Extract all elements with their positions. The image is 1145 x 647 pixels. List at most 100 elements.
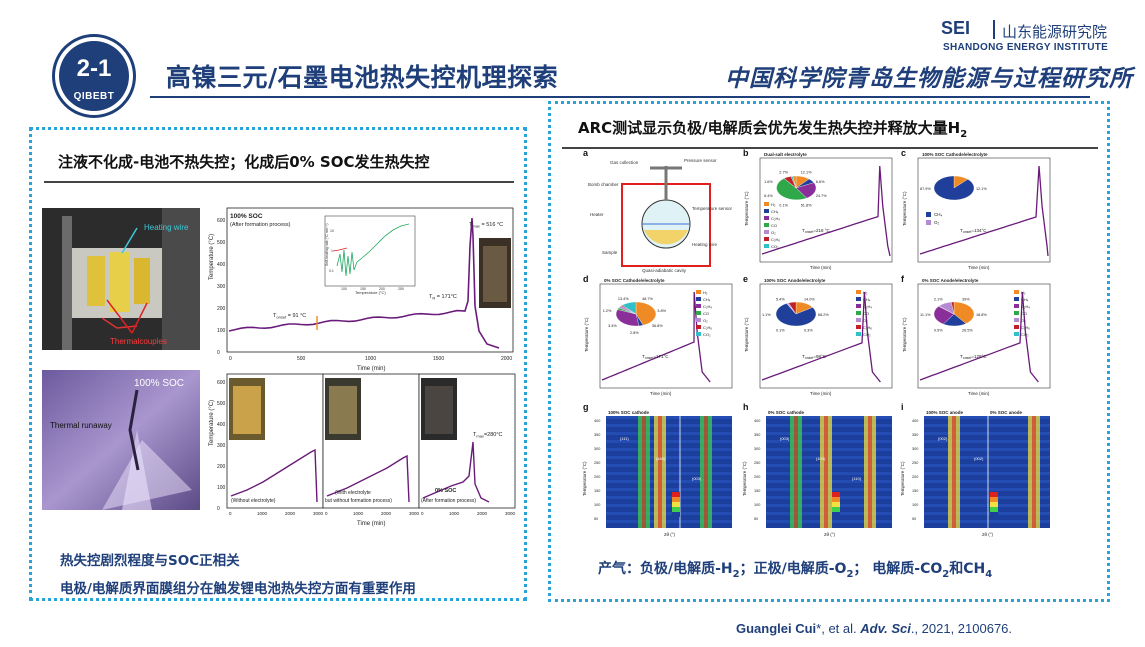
inset-ytick-1: 1 [331,249,333,253]
heatmap-g-ytick: 250 [594,461,600,465]
heatmap-g-colorbar [672,492,680,497]
legend-swatch-b [764,209,769,213]
panel-b-curve [761,165,891,257]
panel-f-frame [917,283,1051,389]
heatmap-i-ytick: 100 [912,503,918,507]
bottom-xtick: 2000 [381,511,392,516]
label-without-formation: but without formation process) [325,498,392,504]
heatmap-g-stripe [606,480,732,483]
pie-pct-d: 13.4% [618,297,629,301]
heatmap-g-peak: (111) [620,436,629,441]
heatmap-i-core [1032,416,1036,528]
cas-calligraphy: 中国科学院青岛生物能源与过程研究所 [725,65,1133,92]
heatmap-g-stripe [606,520,732,523]
heatmap-i-ytick: 300 [912,447,918,451]
heatmap-i-title: 100% SOC anode [926,410,964,415]
heatmap-i-title: 0% SOC anode [990,410,1023,415]
top-ytick: 400 [217,262,226,268]
legend-label-f: O₂ [1021,318,1026,323]
legend-label-c: O₂ [934,220,940,225]
legend-label-f: C₂H₆ [1021,325,1030,330]
heatmap-h-ylabel: Temperature (°C) [742,461,747,496]
heatmap-g-ytick: 100 [594,503,600,507]
legend-swatch-e [856,325,861,329]
heatmap-g-stripe [606,448,732,451]
legend-label-d: CO [703,311,709,316]
left-panel [29,127,527,601]
legend-swatch-b [764,223,769,227]
cell-setup-photo: Heating wire Thermalcouples [42,208,200,350]
top-ylabel: Temperature (°C) [209,234,215,280]
pie-pct-e: 0.3% [804,329,813,333]
bottom-xtick: 0 [421,511,424,516]
slide-title: 高镍三元/石墨电池热失控机理探索 [166,63,559,92]
panel-letter-f: f [901,274,905,284]
top-ytick: 200 [217,306,226,312]
heatmap-g-ytick: 300 [594,447,600,451]
conclusion-sei: 电极/电解质界面膜组分在触发锂电池热失控方面有重要作用 [60,581,416,597]
left-panel-heading: 注液不化成-电池不热失控；化成后0% SOC发生热失控 [58,153,430,171]
legend-label-e: C₂H₆ [863,325,872,330]
panel-b-title: Dual-salt electrolyte [764,152,807,157]
top-annot-tonset: Tonset = 91 °C [273,313,306,320]
sei-logo: SEI [941,18,971,38]
legend-swatch-e [856,297,861,301]
heatmap-h-core [868,416,872,528]
pie-slice-b [776,178,808,200]
inset-xlabel: Temperature (°C) [355,290,386,295]
sei-separator [993,20,995,39]
heatmap-g-ytick: 200 [594,475,600,479]
panel-f-ylabel: Temperature (°C) [902,317,907,352]
panel-c-annotation: Tonset=134°C [960,228,987,234]
legend-swatch-e [856,304,861,308]
legend-swatch-f [1014,304,1019,308]
legend-label-d: C₂H₄ [703,304,712,309]
heatmap-h-colorbar [832,507,840,512]
pie-slice-f [951,301,955,315]
bottom-ytick: 100 [217,485,226,491]
panel-c-ylabel: Temperature (°C) [902,191,907,226]
legend-swatch-e [856,332,861,336]
inset-xtick-3: 250 [398,287,404,291]
bottom-annot-tmax: Tmax=280°C [473,432,503,439]
heatmap-i-ytick: 150 [912,489,918,493]
heatmap-h-peak: (104) [816,456,826,461]
heatmap-g-core [704,416,708,528]
legend-swatch-f [1014,290,1019,294]
legend-label-f: H₂ [1021,290,1026,295]
heatmap-i-stripe [924,512,1050,515]
heatmap-i-ytick: 50 [912,517,916,521]
legend-swatch-f [1014,311,1019,315]
legend-label-d: H₂ [703,290,708,295]
top-xtick: 500 [297,356,306,362]
heatmap-i-colorbar [990,512,998,517]
bottom-xtick: 0 [325,511,328,516]
heatmap-h-title: 0% SOC cathode [768,410,805,415]
panel-d-frame [599,283,733,389]
legend-label-b: CH₄ [771,209,779,214]
legend-swatch-d [696,297,701,301]
badge-sub: QIBEBT [73,91,115,102]
heatmap-i-colorbar [990,502,998,507]
a-label-heating-wire: Heating wire [692,242,718,247]
legend-label-f: C₂H₄ [1021,304,1030,309]
pie-pct-b: 0.1% [779,204,788,208]
legend-label-e: C₂H₄ [863,304,872,309]
panel-letter-b: b [743,148,749,158]
heatmap-i-stripe [924,472,1050,475]
pie-pct-f: 2.1% [934,297,943,301]
panel-f-xlabel: Time (min) [968,391,990,396]
a-label-cavity: Quasi-adiabatic cavity [642,268,687,273]
right-panel-heading: ARC测试显示负极/电解质会优先发生热失控并释放大量H2 [578,119,968,140]
top-ytick: 0 [217,350,220,356]
heatmap-h-colorbar [832,492,840,497]
top-xtick: 1500 [433,356,444,362]
heatmap-h-core [794,416,798,528]
heatmap-g-stripe [606,472,732,475]
bottom-ytick: 200 [217,464,226,470]
legend-swatch-d [696,311,701,315]
heatmap-g-colorbar [672,507,680,512]
pie-slice-b [792,175,797,189]
bottom-xtick: 3000 [313,511,324,516]
pie-slice-f [933,306,955,325]
